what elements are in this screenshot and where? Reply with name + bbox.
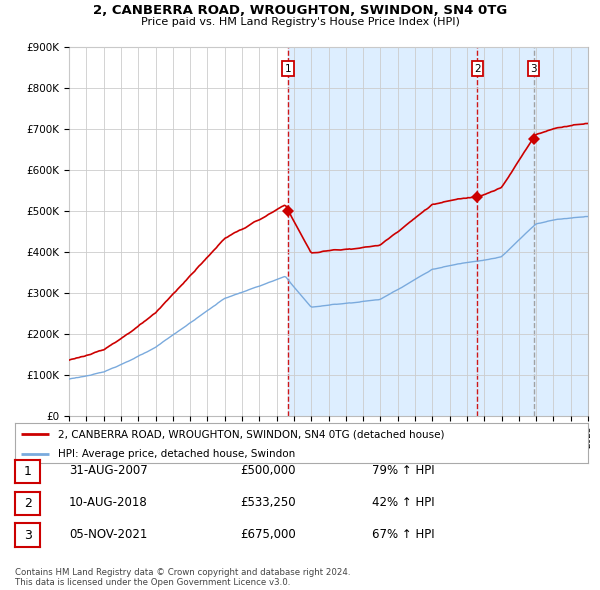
Text: 05-NOV-2021: 05-NOV-2021 bbox=[69, 528, 148, 541]
Text: 3: 3 bbox=[530, 64, 537, 74]
Text: 2, CANBERRA ROAD, WROUGHTON, SWINDON, SN4 0TG (detached house): 2, CANBERRA ROAD, WROUGHTON, SWINDON, SN… bbox=[58, 430, 445, 440]
Text: 1: 1 bbox=[285, 64, 292, 74]
Text: 42% ↑ HPI: 42% ↑ HPI bbox=[372, 496, 434, 509]
Text: 67% ↑ HPI: 67% ↑ HPI bbox=[372, 528, 434, 541]
Text: HPI: Average price, detached house, Swindon: HPI: Average price, detached house, Swin… bbox=[58, 450, 295, 460]
Text: 10-AUG-2018: 10-AUG-2018 bbox=[69, 496, 148, 509]
Text: 3: 3 bbox=[23, 529, 32, 542]
Text: 31-AUG-2007: 31-AUG-2007 bbox=[69, 464, 148, 477]
Text: £533,250: £533,250 bbox=[240, 496, 296, 509]
Text: 1: 1 bbox=[23, 465, 32, 478]
Text: 2: 2 bbox=[23, 497, 32, 510]
Text: £500,000: £500,000 bbox=[240, 464, 296, 477]
Bar bbox=[288, 47, 588, 416]
Text: £675,000: £675,000 bbox=[240, 528, 296, 541]
Text: 79% ↑ HPI: 79% ↑ HPI bbox=[372, 464, 434, 477]
Text: 2: 2 bbox=[474, 64, 481, 74]
Text: Contains HM Land Registry data © Crown copyright and database right 2024.
This d: Contains HM Land Registry data © Crown c… bbox=[15, 568, 350, 587]
Text: Price paid vs. HM Land Registry's House Price Index (HPI): Price paid vs. HM Land Registry's House … bbox=[140, 17, 460, 27]
Text: 2, CANBERRA ROAD, WROUGHTON, SWINDON, SN4 0TG: 2, CANBERRA ROAD, WROUGHTON, SWINDON, SN… bbox=[93, 4, 507, 17]
